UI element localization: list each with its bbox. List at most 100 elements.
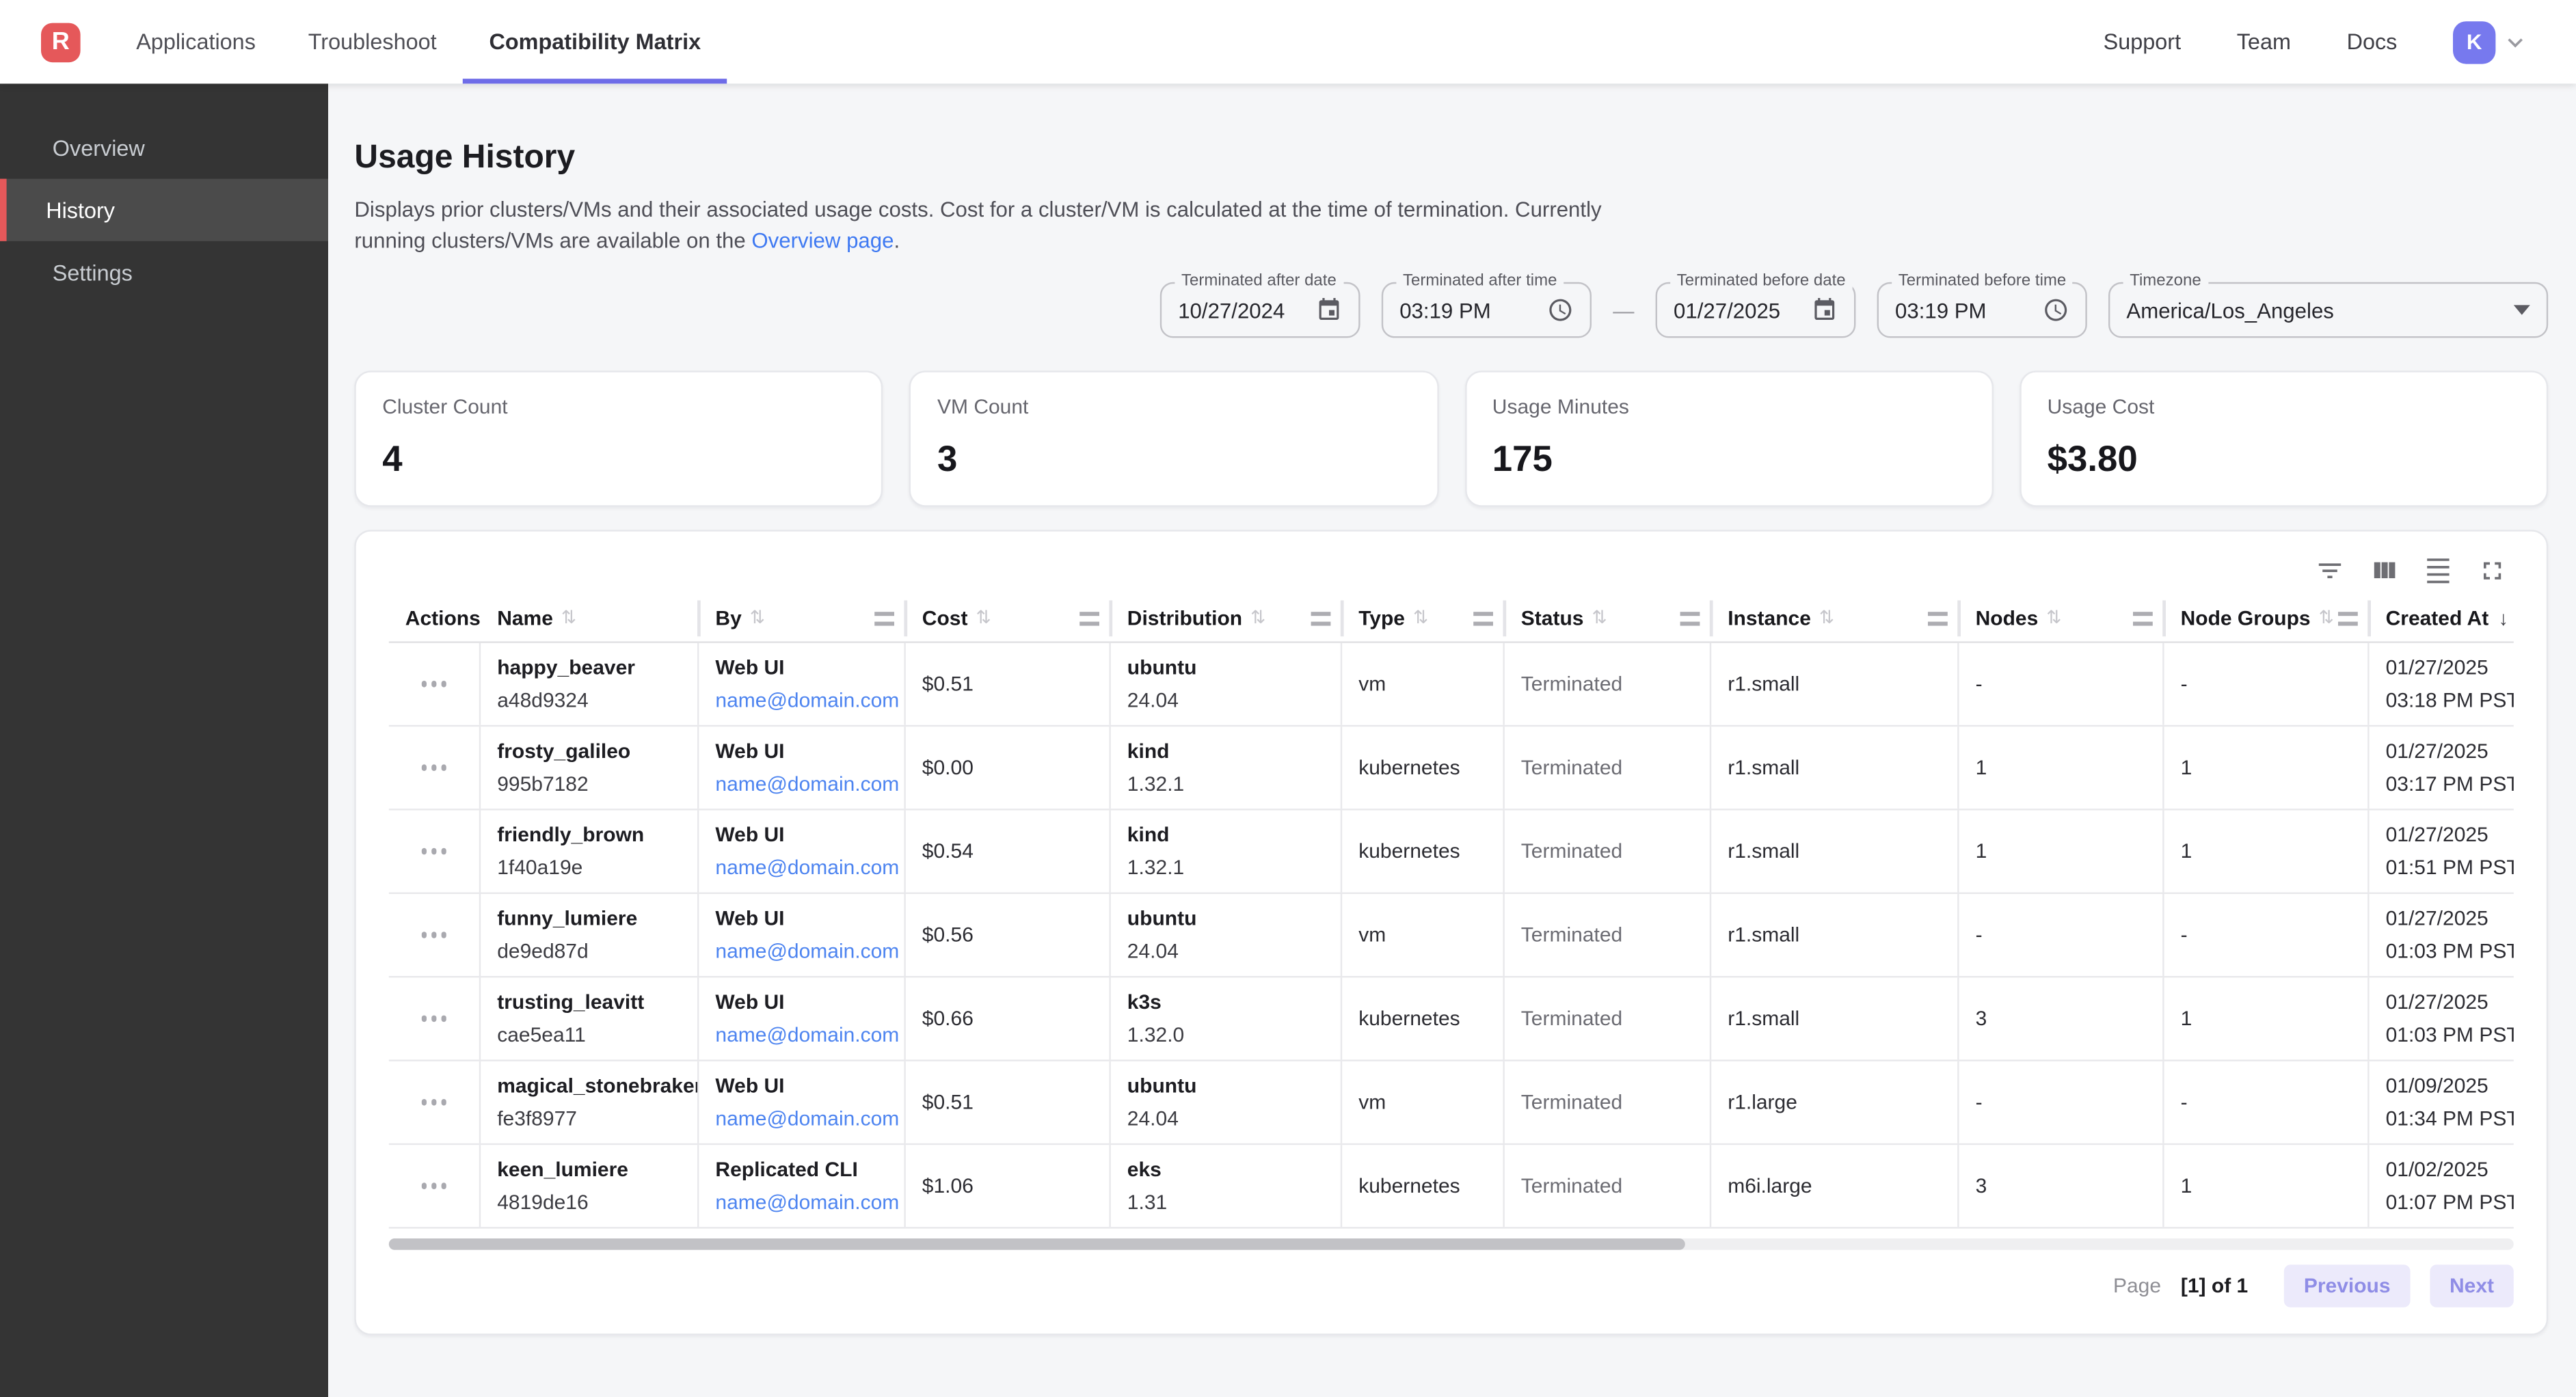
row-actions-icon[interactable]: [421, 1016, 447, 1022]
sort-desc-icon[interactable]: ↓: [2498, 606, 2509, 629]
filter-icon[interactable]: [2315, 556, 2344, 586]
previous-page-button[interactable]: Previous: [2284, 1264, 2411, 1307]
next-page-button[interactable]: Next: [2430, 1264, 2514, 1307]
email-link[interactable]: name@domain.com: [715, 689, 900, 712]
tab-applications[interactable]: Applications: [136, 29, 256, 55]
sort-icon[interactable]: ⇅: [561, 608, 577, 629]
row-actions-cell[interactable]: [389, 727, 481, 809]
column-header-by[interactable]: By ⇅: [699, 594, 908, 642]
row-actions-cell[interactable]: [389, 977, 481, 1060]
tab-troubleshoot[interactable]: Troubleshoot: [308, 29, 437, 55]
calendar-icon[interactable]: [1316, 297, 1342, 323]
sort-icon[interactable]: ⇅: [976, 608, 991, 629]
sort-icon[interactable]: ⇅: [1819, 608, 1835, 629]
column-separator[interactable]: [1340, 600, 1344, 637]
sort-icon[interactable]: ⇅: [2318, 608, 2334, 629]
column-separator[interactable]: [1503, 600, 1507, 637]
row-actions-cell[interactable]: [389, 1061, 481, 1143]
fullscreen-icon[interactable]: [2478, 556, 2507, 586]
column-label: Instance: [1728, 606, 1811, 629]
email-link[interactable]: name@domain.com: [715, 940, 900, 963]
sort-icon[interactable]: ⇅: [749, 608, 765, 629]
tab-compatibility-matrix[interactable]: Compatibility Matrix: [463, 0, 727, 84]
row-actions-icon[interactable]: [421, 932, 447, 938]
sort-icon[interactable]: ⇅: [1592, 608, 1607, 629]
email-link[interactable]: name@domain.com: [715, 1191, 900, 1215]
column-header-status[interactable]: Status ⇅: [1505, 594, 1713, 642]
column-separator[interactable]: [2367, 600, 2372, 637]
sidebar-item-overview[interactable]: Overview: [52, 135, 145, 161]
row-actions-icon[interactable]: [421, 848, 447, 854]
email-link[interactable]: name@domain.com: [715, 772, 900, 796]
column-header-distribution[interactable]: Distribution ⇅: [1111, 594, 1344, 642]
row-actions-icon[interactable]: [421, 681, 447, 688]
column-header-type[interactable]: Type ⇅: [1342, 594, 1507, 642]
column-menu-icon[interactable]: [1311, 608, 1331, 627]
chevron-down-icon[interactable]: [2501, 27, 2530, 57]
link-support[interactable]: Support: [2103, 29, 2182, 55]
column-separator[interactable]: [1109, 600, 1113, 637]
column-separator[interactable]: [1709, 600, 1713, 637]
row-actions-icon[interactable]: [421, 765, 447, 771]
link-docs[interactable]: Docs: [2346, 29, 2398, 55]
cost-cell: $0.51: [906, 642, 1111, 725]
link-team[interactable]: Team: [2236, 29, 2291, 55]
column-header-instance[interactable]: Instance ⇅: [1711, 594, 1961, 642]
terminated-after-time-field[interactable]: Terminated after time 03:19 PM: [1381, 272, 1592, 338]
column-menu-icon[interactable]: [874, 608, 894, 627]
field-value[interactable]: America/Los_Angeles: [2126, 297, 2334, 323]
row-actions-cell[interactable]: [389, 1145, 481, 1228]
row-actions-cell[interactable]: [389, 642, 481, 725]
sort-icon[interactable]: ⇅: [1250, 608, 1266, 629]
terminated-after-date-field[interactable]: Terminated after date 10/27/2024: [1159, 272, 1360, 338]
column-separator[interactable]: [697, 600, 701, 637]
column-header-cost[interactable]: Cost ⇅: [906, 594, 1113, 642]
terminated-before-date-field[interactable]: Terminated before date 01/27/2025: [1655, 272, 1856, 338]
avatar[interactable]: K: [2453, 21, 2496, 64]
column-menu-icon[interactable]: [1680, 608, 1700, 627]
sort-icon[interactable]: ⇅: [1413, 608, 1429, 629]
select-caret-icon[interactable]: [2513, 305, 2530, 315]
email-link[interactable]: name@domain.com: [715, 1107, 900, 1130]
column-menu-icon[interactable]: [1473, 608, 1493, 627]
column-menu-icon[interactable]: [2338, 608, 2358, 627]
terminated-before-time-field[interactable]: Terminated before time 03:19 PM: [1877, 272, 2087, 338]
column-header-name[interactable]: Name ⇅: [481, 594, 701, 642]
horizontal-scrollbar[interactable]: [388, 1238, 2514, 1250]
email-link[interactable]: name@domain.com: [715, 856, 900, 880]
clock-icon[interactable]: [1547, 297, 1573, 323]
row-actions-cell[interactable]: [389, 810, 481, 893]
column-separator[interactable]: [1957, 600, 1961, 637]
column-header-created-at[interactable]: Created At ↓: [2370, 594, 2514, 642]
column-menu-icon[interactable]: [1928, 608, 1948, 627]
distribution-cell: kind 1.32.1: [1111, 810, 1343, 893]
row-actions-cell[interactable]: [389, 894, 481, 976]
density-icon[interactable]: [2424, 556, 2453, 586]
field-value[interactable]: 01/27/2025: [1674, 297, 1781, 323]
columns-icon[interactable]: [2370, 556, 2399, 586]
row-actions-icon[interactable]: [421, 1183, 447, 1189]
sidebar-item-settings[interactable]: Settings: [52, 260, 133, 285]
calendar-icon[interactable]: [1812, 297, 1838, 323]
column-header-node-groups[interactable]: Node Groups ⇅: [2164, 594, 2372, 642]
column-menu-icon[interactable]: [1079, 608, 1100, 627]
field-value[interactable]: 03:19 PM: [1895, 297, 1987, 323]
column-header-actions[interactable]: Actions: [389, 594, 481, 642]
column-menu-icon[interactable]: [2133, 608, 2153, 627]
scrollbar-thumb[interactable]: [388, 1238, 1685, 1250]
sort-icon[interactable]: ⇅: [2046, 608, 2062, 629]
field-value[interactable]: 03:19 PM: [1399, 297, 1491, 323]
status-cell: Terminated: [1505, 1145, 1712, 1228]
field-value[interactable]: 10/27/2024: [1178, 297, 1285, 323]
replicated-logo[interactable]: R: [41, 22, 81, 62]
column-header-nodes[interactable]: Nodes ⇅: [1959, 594, 2166, 642]
clock-icon[interactable]: [2043, 297, 2069, 323]
overview-page-link[interactable]: Overview page: [751, 228, 894, 253]
email-link[interactable]: name@domain.com: [715, 1023, 900, 1047]
column-separator[interactable]: [2162, 600, 2166, 637]
row-actions-icon[interactable]: [421, 1099, 447, 1106]
user-menu[interactable]: K: [2453, 21, 2530, 64]
column-separator[interactable]: [904, 600, 908, 637]
timezone-select[interactable]: Timezone America/Los_Angeles: [2108, 272, 2549, 338]
sidebar-item-history[interactable]: History: [0, 178, 329, 241]
